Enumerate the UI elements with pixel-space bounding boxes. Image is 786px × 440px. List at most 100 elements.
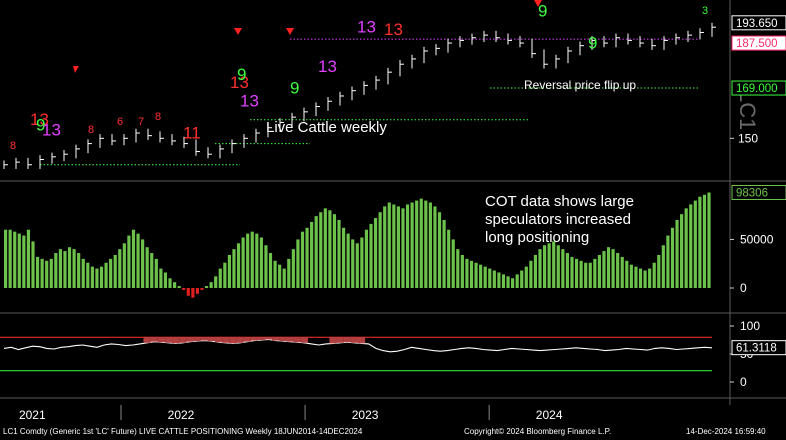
price-last-label: 193.650: [736, 18, 778, 30]
cot-bar: [579, 260, 583, 288]
td-count-label: 13: [384, 20, 403, 39]
td-count-label: 9: [538, 2, 547, 21]
cot-bar: [428, 202, 432, 288]
cot-bar: [565, 253, 569, 288]
cot-bar: [186, 288, 190, 296]
cot-bar: [657, 254, 661, 288]
index-last-value-box: [731, 340, 786, 356]
cot-bar: [520, 270, 524, 288]
cot-bar: [67, 247, 72, 288]
cot-bar: [4, 229, 8, 288]
cot-bar: [552, 241, 556, 288]
cot-bar: [332, 214, 337, 288]
cot-bar: [442, 220, 446, 288]
cot-bar: [501, 274, 506, 288]
cot-bar: [602, 251, 606, 288]
cot-bar: [296, 239, 300, 288]
cot-bar: [163, 272, 168, 288]
cot-bar: [191, 288, 195, 298]
cot-annotation-line: speculators increased: [485, 211, 631, 228]
cot-bar: [369, 223, 373, 288]
cot-bar: [319, 212, 323, 288]
cot-bar: [387, 202, 391, 288]
price-label-box: [731, 35, 786, 51]
cot-bar: [469, 260, 474, 288]
cot-bar: [401, 208, 405, 288]
cot-bar: [342, 227, 346, 288]
cot-bar: [447, 229, 451, 288]
cot-bar: [465, 258, 469, 288]
sell-arrow-icon: [534, 0, 542, 7]
cot-bar: [200, 288, 204, 290]
cot-bar: [22, 235, 26, 288]
price-last-label: 169.000: [736, 83, 778, 95]
cot-bar: [625, 260, 629, 288]
cot-bar: [72, 249, 76, 288]
cot-bar: [588, 262, 592, 288]
cot-bar: [684, 208, 688, 288]
cot-bar: [670, 227, 675, 288]
cot-bar: [278, 264, 282, 288]
footer-center: Copyright© 2024 Bloomberg Finance L.P.: [464, 427, 612, 436]
cot-bar: [63, 251, 67, 288]
td-count-label: 3: [702, 5, 708, 17]
footer-left: LC1 Comdty (Generic 1st 'LC' Future) LIV…: [3, 427, 363, 436]
cot-bar: [45, 260, 49, 288]
cot-bar: [433, 206, 437, 288]
cot-bar: [310, 221, 314, 288]
cot-bar: [533, 254, 538, 288]
cot-bar: [451, 239, 455, 288]
cot-bar: [634, 266, 638, 288]
cot-bar: [305, 227, 309, 288]
cot-bar: [556, 245, 560, 288]
cot-bar: [127, 235, 131, 288]
cot-bar: [529, 260, 533, 288]
cot-bar: [122, 243, 126, 288]
cot-bar: [675, 220, 679, 288]
cot-bar: [547, 243, 551, 288]
cot-bar: [524, 266, 528, 288]
cot-bar: [405, 204, 410, 288]
td-count-label: 13: [357, 17, 376, 36]
cot-bar: [77, 253, 81, 288]
td-count-label: 7: [138, 116, 144, 128]
cot-bar: [693, 200, 697, 288]
td-count-label: 13: [240, 92, 259, 111]
cot-bar: [616, 253, 620, 288]
index-ytick-label: 100: [740, 319, 760, 333]
cot-bar: [424, 200, 428, 288]
cot-bar: [597, 254, 601, 288]
cot-bar: [13, 231, 17, 288]
cot-bar: [282, 268, 286, 288]
cot-bar: [364, 229, 369, 288]
cot-bar: [652, 262, 656, 288]
footer-right: 14-Dec-2024 16:59:40: [686, 427, 766, 436]
cot-bar: [346, 233, 350, 288]
cot-bar: [648, 268, 652, 288]
cot-bar: [109, 258, 113, 288]
cot-bar: [26, 229, 31, 288]
cot-bar: [273, 260, 277, 288]
td-count-label: 13: [318, 57, 337, 76]
td-count-label: 13: [30, 110, 49, 129]
cot-annotation-line: long positioning: [485, 229, 589, 246]
cot-bar: [611, 249, 615, 288]
td-count-label: 13: [42, 121, 61, 140]
cot-bar: [49, 258, 53, 288]
cot-bar: [145, 247, 149, 288]
td-count-label: 8: [10, 140, 16, 152]
cot-bar: [214, 276, 218, 288]
cot-bar: [584, 262, 588, 288]
cot-bar: [268, 253, 273, 288]
cot-bar: [136, 233, 140, 288]
cot-bar: [236, 243, 241, 288]
td-count-label: 11: [183, 123, 201, 142]
cot-bar: [689, 204, 693, 288]
cot-bar: [255, 233, 259, 288]
sell-arrow-icon: [286, 28, 294, 35]
cot-bar: [396, 206, 400, 288]
time-tick-label: 2021: [19, 408, 46, 422]
cot-last-value-box: [731, 185, 786, 201]
price-label-box: [731, 80, 786, 96]
cot-bar: [574, 258, 579, 288]
